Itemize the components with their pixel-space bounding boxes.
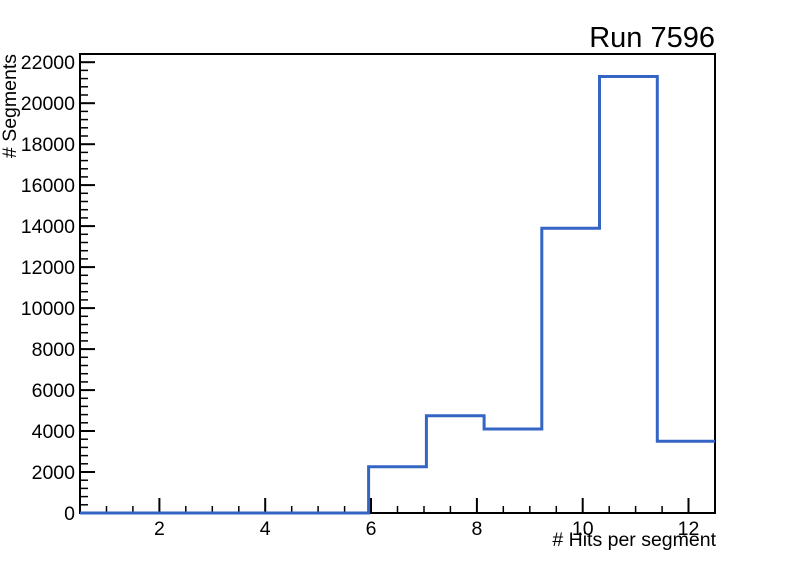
histogram-line xyxy=(80,75,715,515)
y-tick-label: 8000 xyxy=(32,339,76,361)
x-axis-title: # Hits per segment xyxy=(552,529,716,551)
y-axis-title: # Segments xyxy=(0,54,21,159)
x-tick-label: 12 xyxy=(678,518,700,540)
x-tick-label: 6 xyxy=(366,518,377,540)
y-tick-label: 10000 xyxy=(21,298,75,320)
y-tick-label: 4000 xyxy=(32,421,76,443)
y-tick-label: 12000 xyxy=(21,257,75,279)
chart-title: Run 7596 xyxy=(589,22,715,54)
x-axis: 2 4 6 8 10 12 xyxy=(105,498,700,540)
x-tick-label: 8 xyxy=(471,518,482,540)
x-tick-label: 10 xyxy=(572,518,594,540)
y-axis: 0 2000 4000 6000 8000 10000 12000 14000 16000 180… xyxy=(21,52,95,525)
y-tick-label: 18000 xyxy=(21,134,75,156)
x-tick-label: 4 xyxy=(260,518,271,540)
y-tick-label: 0 xyxy=(64,503,75,525)
x-tick-label: 2 xyxy=(154,518,165,540)
y-tick-label: 20000 xyxy=(21,93,75,115)
y-tick-label: 22000 xyxy=(21,52,75,74)
y-tick-label: 14000 xyxy=(21,216,75,238)
y-tick-label: 6000 xyxy=(32,380,76,402)
y-tick-label: 16000 xyxy=(21,175,75,197)
plot-frame xyxy=(79,53,716,514)
y-tick-label: 2000 xyxy=(32,462,76,484)
